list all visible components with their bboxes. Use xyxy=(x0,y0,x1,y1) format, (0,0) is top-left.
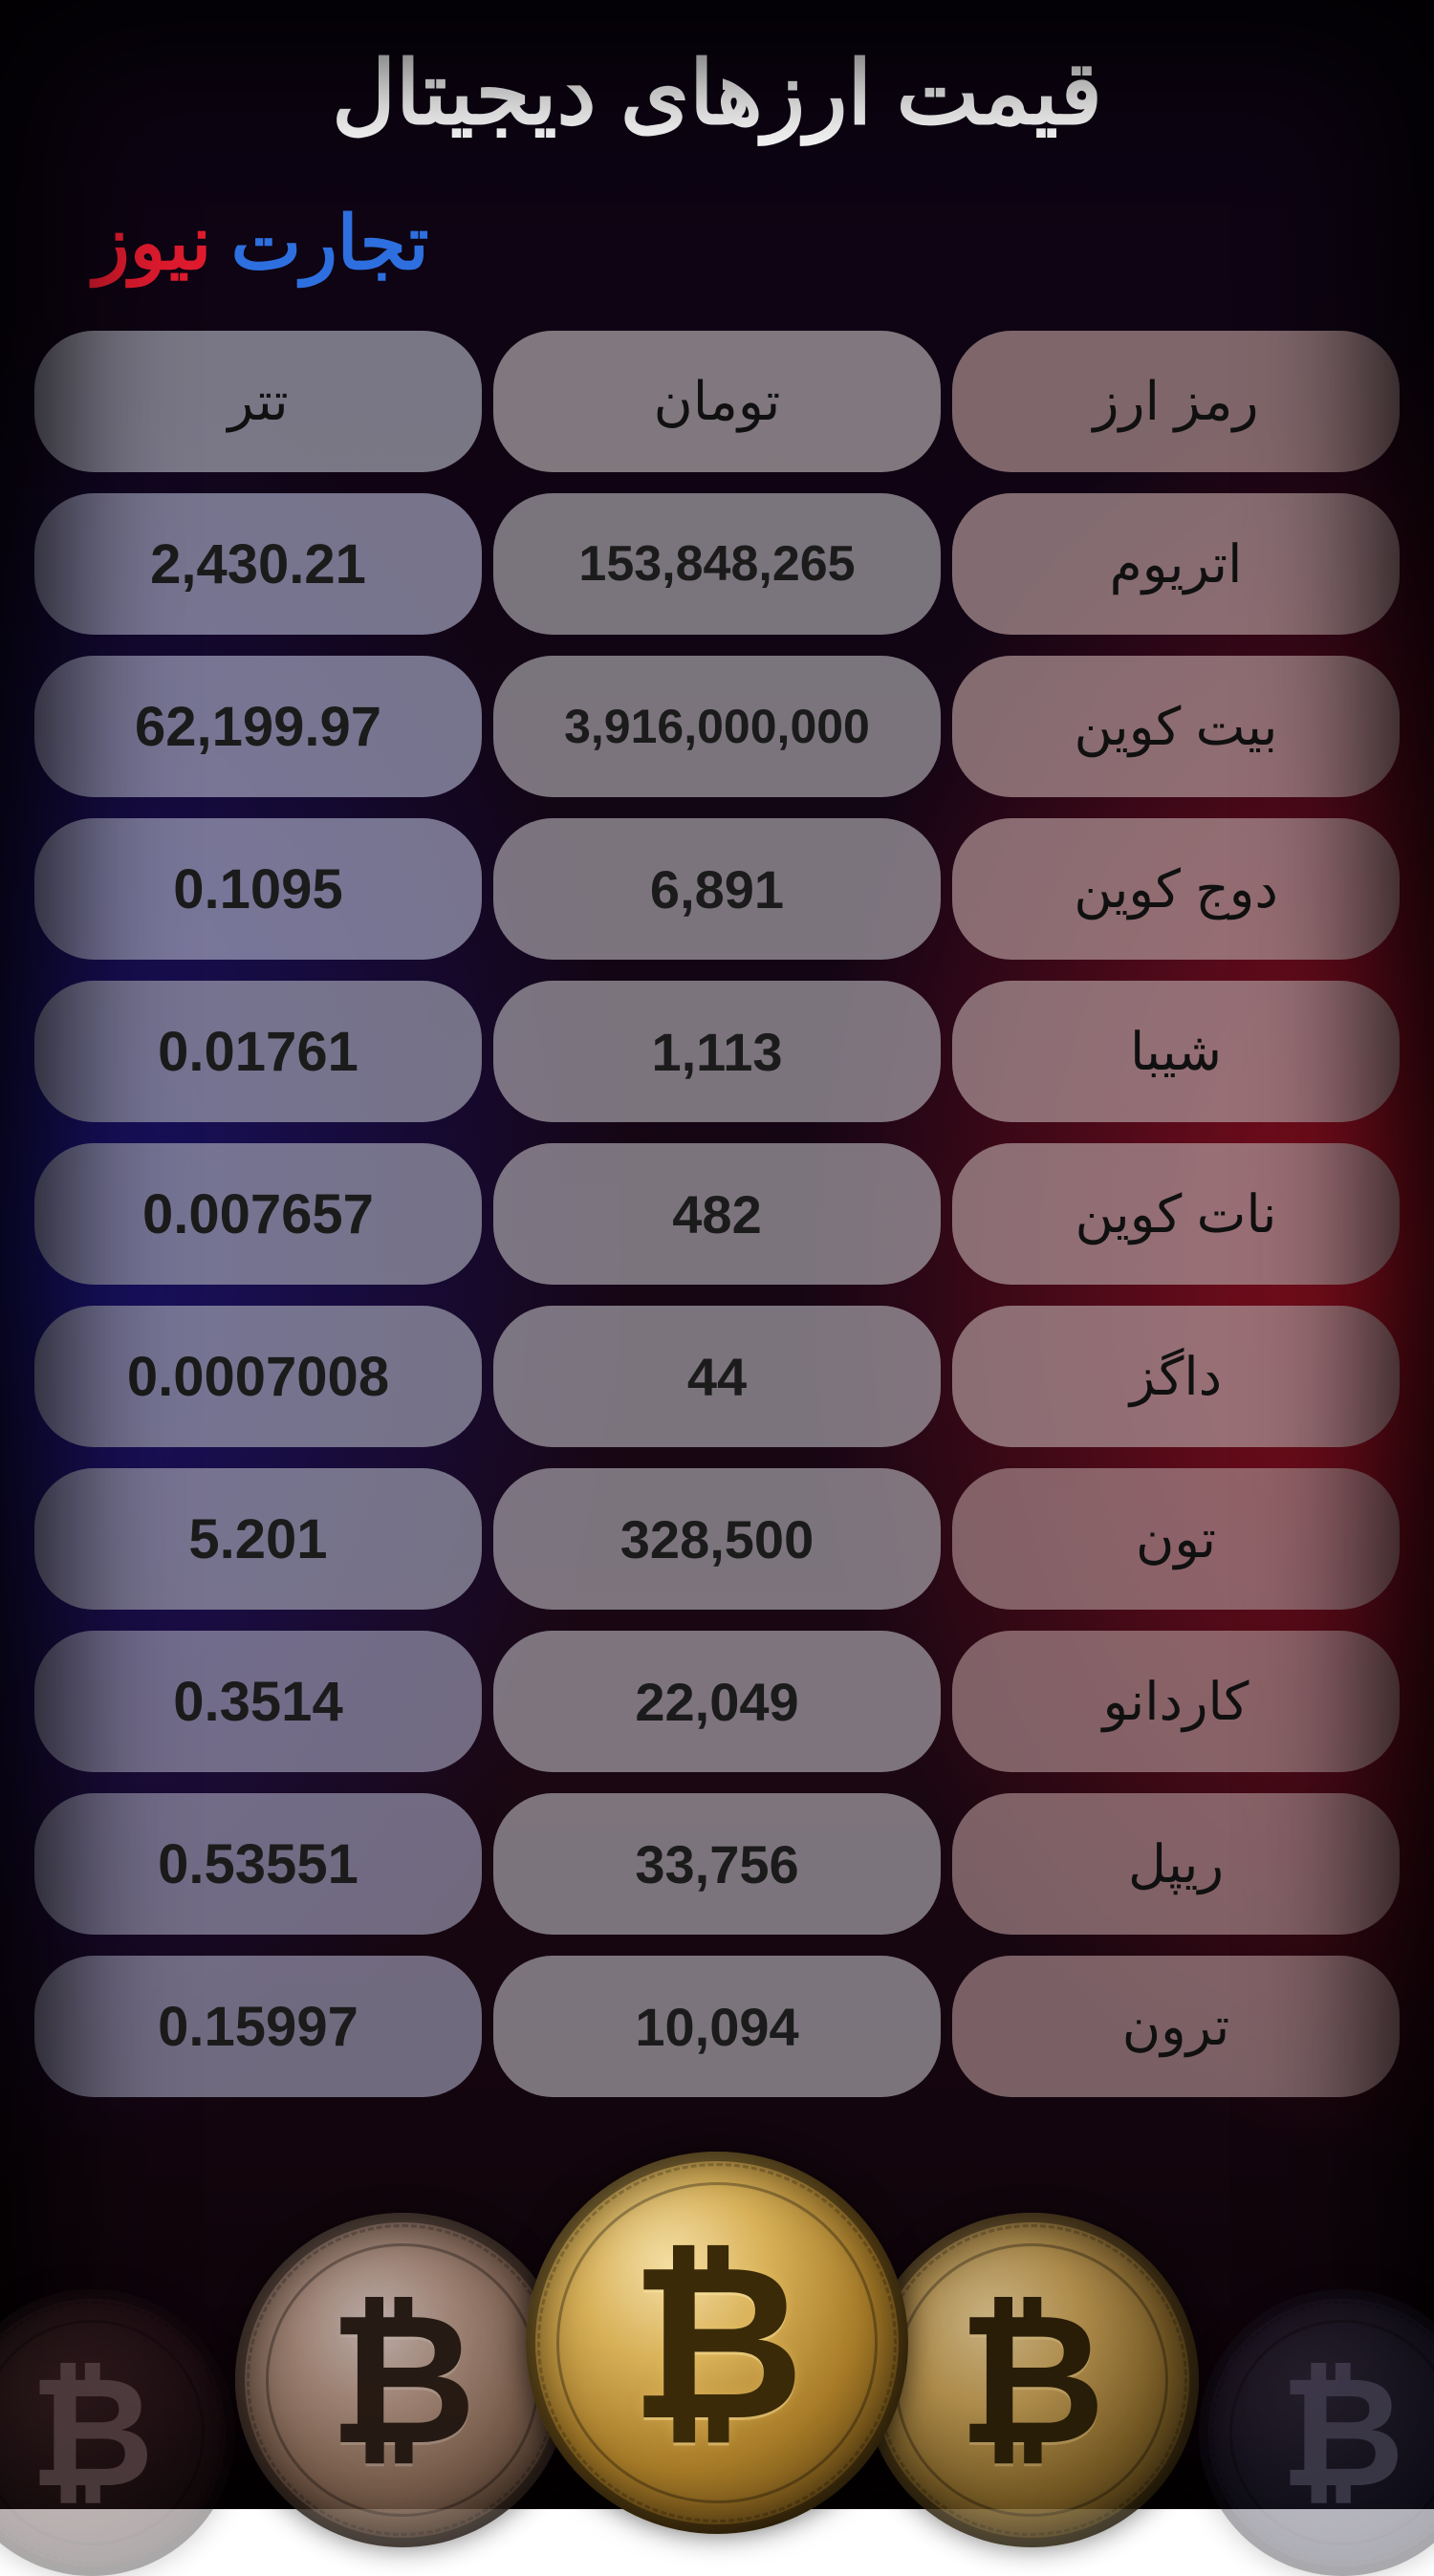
table-row: اتریوم153,848,2652,430.21 xyxy=(34,493,1400,635)
cell-price-toman: 3,916,000,000 xyxy=(493,656,941,797)
cell-price-tether: 5.201 xyxy=(34,1468,482,1610)
cell-price-toman: 6,891 xyxy=(493,818,941,960)
cell-price-tether: 2,430.21 xyxy=(34,493,482,635)
cell-crypto-name: شیبا xyxy=(952,981,1400,1122)
page-container: قیمت ارزهای دیجیتال تجارت نیوز رمز ارز ت… xyxy=(0,0,1434,2509)
crypto-price-table: رمز ارز تومان تتر اتریوم153,848,2652,430… xyxy=(34,331,1400,2097)
table-header-row: رمز ارز تومان تتر xyxy=(34,331,1400,472)
cell-crypto-name: دوج کوین xyxy=(952,818,1400,960)
cell-crypto-name: بیت کوین xyxy=(952,656,1400,797)
logo-word-1: تجارت xyxy=(231,200,429,287)
header-cell-toman: تومان xyxy=(493,331,941,472)
cell-crypto-name: تون xyxy=(952,1468,1400,1610)
cell-price-tether: 0.01761 xyxy=(34,981,482,1122)
table-row: تون328,5005.201 xyxy=(34,1468,1400,1610)
cell-price-tether: 0.15997 xyxy=(34,1956,482,2097)
cell-crypto-name: نات کوین xyxy=(952,1143,1400,1285)
cell-price-toman: 328,500 xyxy=(493,1468,941,1610)
cell-crypto-name: کاردانو xyxy=(952,1631,1400,1772)
cell-price-toman: 153,848,265 xyxy=(493,493,941,635)
cell-price-toman: 22,049 xyxy=(493,1631,941,1772)
cell-price-toman: 482 xyxy=(493,1143,941,1285)
table-row: بیت کوین3,916,000,00062,199.97 xyxy=(34,656,1400,797)
table-row: نات کوین4820.007657 xyxy=(34,1143,1400,1285)
cell-price-tether: 0.0007008 xyxy=(34,1306,482,1447)
cell-crypto-name: ترون xyxy=(952,1956,1400,2097)
cell-crypto-name: ریپل xyxy=(952,1793,1400,1935)
table-row: کاردانو22,0490.3514 xyxy=(34,1631,1400,1772)
cell-price-toman: 44 xyxy=(493,1306,941,1447)
cell-price-tether: 62,199.97 xyxy=(34,656,482,797)
table-row: دوج کوین6,8910.1095 xyxy=(34,818,1400,960)
cell-price-tether: 0.007657 xyxy=(34,1143,482,1285)
table-row: شیبا1,1130.01761 xyxy=(34,981,1400,1122)
header-cell-crypto: رمز ارز xyxy=(952,331,1400,472)
table-row: داگز440.0007008 xyxy=(34,1306,1400,1447)
logo-word-2: نیوز xyxy=(94,200,211,287)
cell-price-tether: 0.1095 xyxy=(34,818,482,960)
page-title: قیمت ارزهای دیجیتال xyxy=(34,42,1400,144)
header-cell-tether: تتر xyxy=(34,331,482,472)
cell-price-tether: 0.3514 xyxy=(34,1631,482,1772)
cell-crypto-name: اتریوم xyxy=(952,493,1400,635)
cell-crypto-name: داگز xyxy=(952,1306,1400,1447)
cell-price-toman: 1,113 xyxy=(493,981,941,1122)
cell-price-toman: 10,094 xyxy=(493,1956,941,2097)
cell-price-toman: 33,756 xyxy=(493,1793,941,1935)
brand-logo: تجارت نیوز xyxy=(34,200,429,287)
table-row: ریپل33,7560.53551 xyxy=(34,1793,1400,1935)
table-row: ترون10,0940.15997 xyxy=(34,1956,1400,2097)
cell-price-tether: 0.53551 xyxy=(34,1793,482,1935)
